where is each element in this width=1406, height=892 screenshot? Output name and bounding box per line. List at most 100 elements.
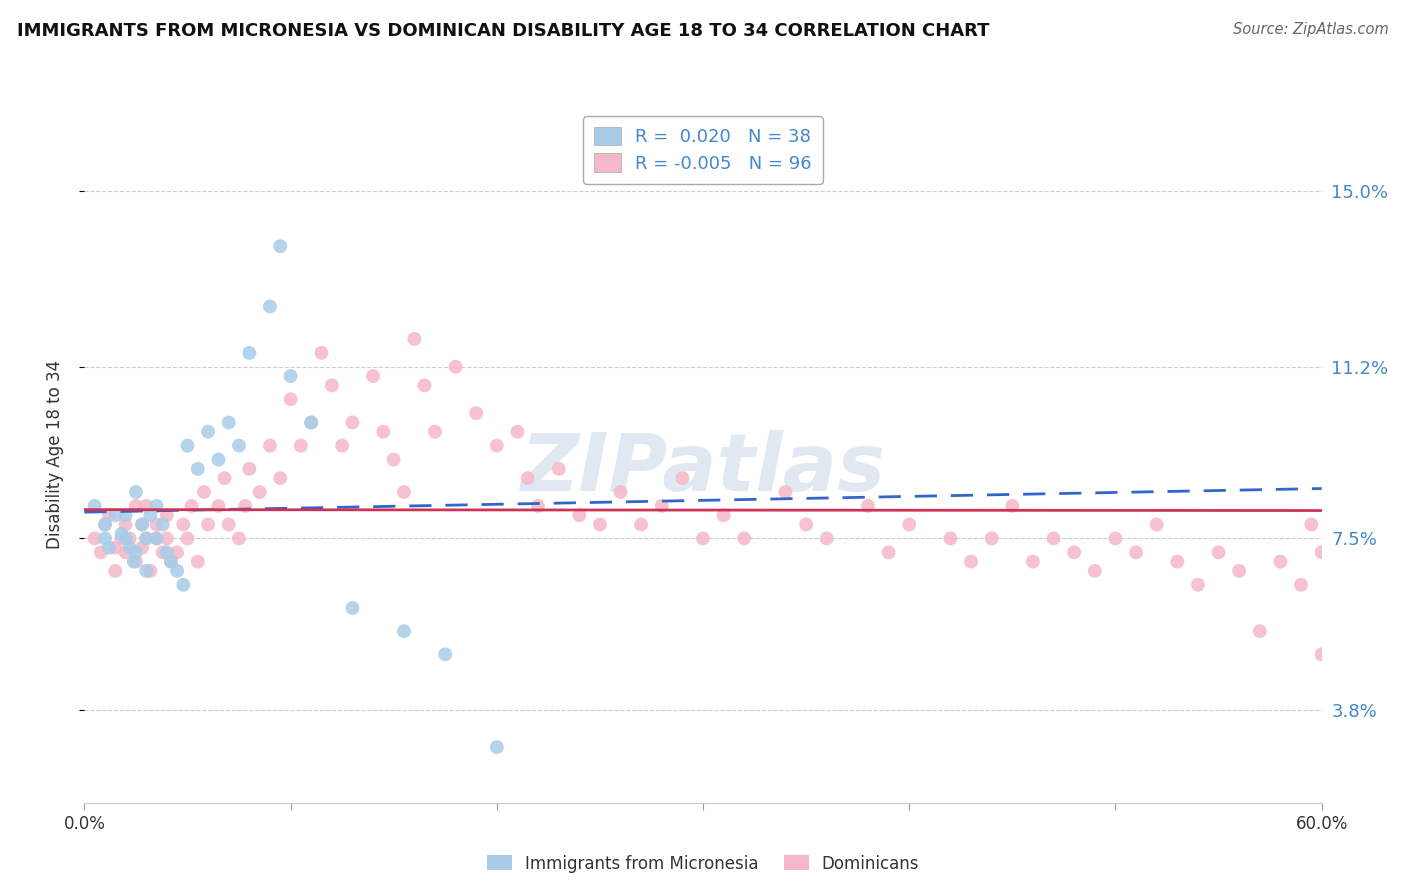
Point xyxy=(156,508,179,523)
Point xyxy=(249,485,271,500)
Point xyxy=(342,601,364,615)
Point xyxy=(145,532,167,546)
Point xyxy=(145,517,167,532)
Point xyxy=(135,564,157,578)
Point xyxy=(713,508,735,523)
Point xyxy=(139,564,162,578)
Point xyxy=(527,499,550,513)
Point xyxy=(94,532,117,546)
Point xyxy=(299,416,322,430)
Point xyxy=(152,545,174,559)
Point xyxy=(630,517,652,532)
Point xyxy=(1166,555,1188,569)
Legend: R =  0.020   N = 38, R = -0.005   N = 96: R = 0.020 N = 38, R = -0.005 N = 96 xyxy=(583,116,823,184)
Point xyxy=(404,332,426,346)
Point xyxy=(114,532,136,546)
Point xyxy=(98,541,121,555)
Point xyxy=(172,517,194,532)
Point xyxy=(83,499,105,513)
Point xyxy=(413,378,436,392)
Point xyxy=(228,439,250,453)
Text: Source: ZipAtlas.com: Source: ZipAtlas.com xyxy=(1233,22,1389,37)
Point xyxy=(207,452,229,467)
Point xyxy=(671,471,693,485)
Point xyxy=(238,346,260,360)
Point xyxy=(609,485,631,500)
Point xyxy=(259,439,281,453)
Point xyxy=(1125,545,1147,559)
Point xyxy=(145,499,167,513)
Point xyxy=(516,471,538,485)
Point xyxy=(218,517,240,532)
Point xyxy=(193,485,215,500)
Point xyxy=(90,545,112,559)
Text: ZIPatlas: ZIPatlas xyxy=(520,430,886,508)
Point xyxy=(114,508,136,523)
Point xyxy=(280,369,302,384)
Point xyxy=(877,545,900,559)
Point xyxy=(131,541,153,555)
Point xyxy=(238,462,260,476)
Point xyxy=(1310,545,1333,559)
Point xyxy=(392,485,415,500)
Point xyxy=(1227,564,1250,578)
Point xyxy=(218,416,240,430)
Point xyxy=(118,541,141,555)
Point xyxy=(547,462,569,476)
Point xyxy=(172,578,194,592)
Point xyxy=(166,545,188,559)
Point xyxy=(815,532,838,546)
Legend: Immigrants from Micronesia, Dominicans: Immigrants from Micronesia, Dominicans xyxy=(479,848,927,880)
Point xyxy=(1289,578,1312,592)
Point xyxy=(733,532,755,546)
Point xyxy=(392,624,415,639)
Point xyxy=(775,485,797,500)
Point xyxy=(104,541,127,555)
Point xyxy=(207,499,229,513)
Point xyxy=(269,239,291,253)
Point xyxy=(960,555,983,569)
Point xyxy=(361,369,384,384)
Point xyxy=(135,499,157,513)
Point xyxy=(83,532,105,546)
Point xyxy=(131,517,153,532)
Point xyxy=(589,517,612,532)
Point xyxy=(135,532,157,546)
Point xyxy=(214,471,236,485)
Point xyxy=(94,517,117,532)
Point xyxy=(299,416,322,430)
Point xyxy=(1146,517,1168,532)
Point xyxy=(485,740,508,755)
Point xyxy=(1249,624,1271,639)
Point xyxy=(330,439,353,453)
Point xyxy=(104,508,127,523)
Point xyxy=(145,532,167,546)
Point xyxy=(1001,499,1024,513)
Point xyxy=(131,517,153,532)
Point xyxy=(118,532,141,546)
Point xyxy=(434,648,457,662)
Point xyxy=(1104,532,1126,546)
Point xyxy=(794,517,817,532)
Point xyxy=(1022,555,1045,569)
Point xyxy=(856,499,879,513)
Point xyxy=(228,532,250,546)
Point xyxy=(187,555,209,569)
Point xyxy=(114,517,136,532)
Point xyxy=(166,564,188,578)
Point xyxy=(176,532,198,546)
Point xyxy=(269,471,291,485)
Point xyxy=(568,508,591,523)
Point xyxy=(321,378,343,392)
Point xyxy=(197,517,219,532)
Point xyxy=(187,462,209,476)
Point xyxy=(104,564,127,578)
Point xyxy=(939,532,962,546)
Point xyxy=(135,532,157,546)
Point xyxy=(506,425,529,439)
Point xyxy=(125,485,148,500)
Point xyxy=(465,406,488,420)
Point xyxy=(311,346,333,360)
Point xyxy=(1084,564,1107,578)
Point xyxy=(110,532,132,546)
